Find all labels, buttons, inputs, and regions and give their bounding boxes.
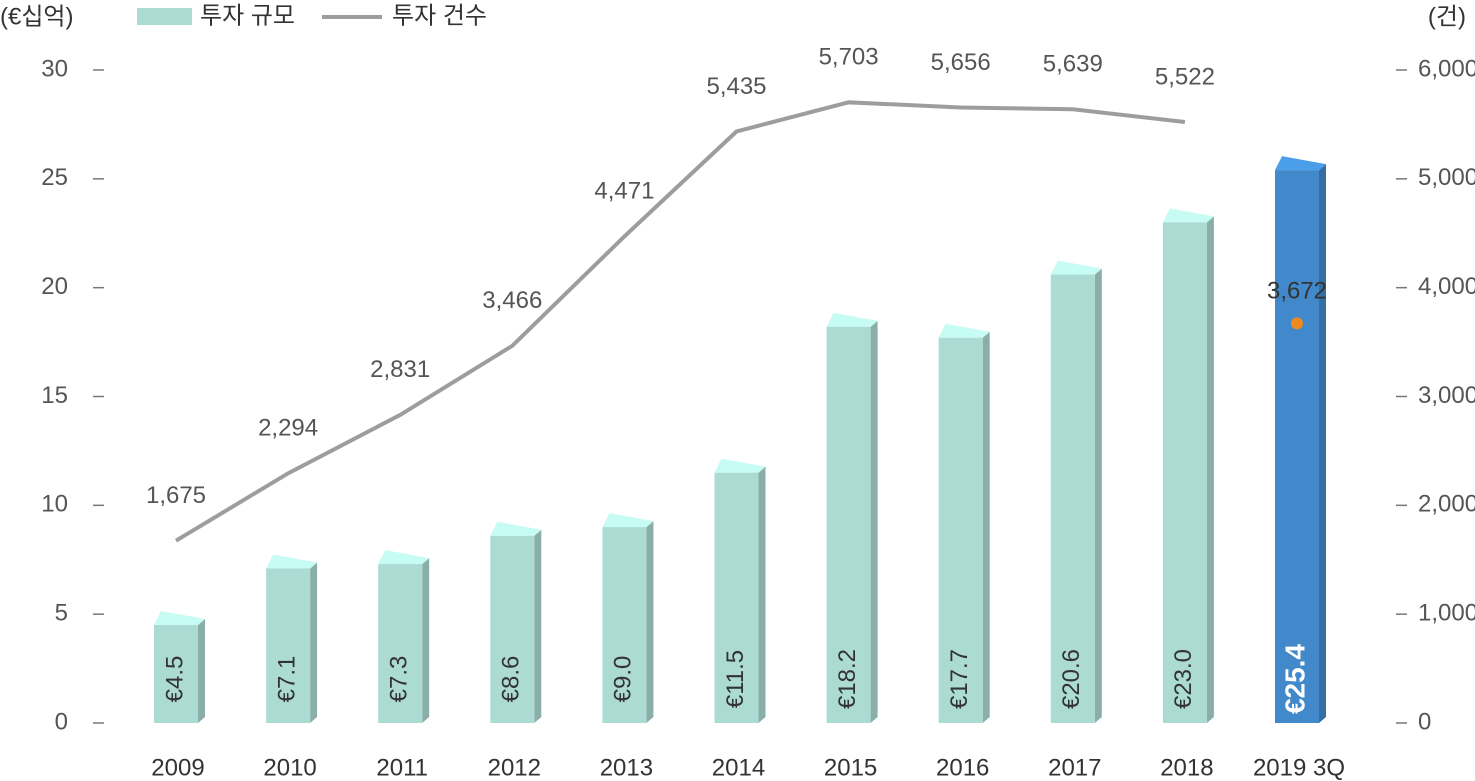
legend-label: 투자 건수 [392,2,487,29]
y2-axis-label: (건) [1428,3,1466,30]
y-tick-label: 20 [41,273,68,300]
line-value-label: 5,435 [706,73,766,100]
bar [714,472,759,723]
bar-side [1206,216,1214,723]
line-value-label: 2,831 [370,356,430,383]
bar [826,326,871,723]
y-tick-label: 10 [41,491,68,518]
bar [490,535,535,723]
bar [266,568,311,723]
bar-top [938,323,990,338]
y2-tick-label: 5,000 [1418,164,1475,191]
bar-value-label: €18.2 [834,649,861,709]
bar-side [1094,268,1102,723]
bar-value-label: €20.6 [1058,649,1085,709]
bar [938,337,983,723]
bar-side [870,320,878,723]
y2-tick-label: 0 [1418,708,1431,735]
bar-side [422,558,430,723]
y-tick-label: 0 [55,708,68,735]
y2-tick-label: 3,000 [1418,382,1475,409]
bar-value-label: €11.5 [722,650,749,708]
y-axis-label: (€십억) [0,3,74,30]
bar-value-label: €8.6 [498,656,525,703]
bar-side [310,562,318,723]
line-value-label: 5,522 [1155,63,1215,90]
bar-top [826,312,878,327]
line [174,100,1186,543]
legend-label: 투자 규모 [200,2,295,29]
bar-top [154,611,205,626]
bar-top [1162,208,1214,223]
bar-side [198,619,205,723]
bar-value-label: €7.1 [273,656,300,703]
bar-side [534,529,542,723]
y-tick-label: 5 [55,600,68,627]
bar-value-label: €4.5 [161,656,188,703]
y2-tick-label: 6,000 [1418,55,1475,82]
legend-swatch [137,8,192,25]
y-tick-label: 15 [41,382,68,409]
bar-side [982,331,990,723]
x-tick-label: 2017 [1048,754,1101,781]
y-tick-label: 25 [41,164,68,191]
x-tick-label: 2009 [151,754,204,781]
x-tick-label: 2013 [600,754,653,781]
x-tick-label: 2014 [712,754,765,781]
y2-tick-label: 4,000 [1418,273,1475,300]
x-tick-label: 2016 [936,754,989,781]
x-tick-label: 2012 [488,754,541,781]
line-value-label: 5,656 [931,49,991,76]
line-value-label: 1,675 [146,482,206,509]
y2-tick-label: 1,000 [1418,600,1475,627]
line-value-label: 4,471 [594,178,654,205]
annotation-label: 3,672 [1267,278,1327,305]
bar [602,527,647,723]
line-value-label: 5,703 [819,44,879,71]
y2-tick-label: 2,000 [1418,491,1475,518]
bar-side [646,521,654,723]
bar-top [378,550,430,565]
line-value-label: 2,294 [258,415,318,442]
line-value-label: 5,639 [1043,51,1103,78]
x-tick-label: 2019 3Q [1253,754,1345,781]
bar-top [1275,156,1326,171]
y-tick-label: 30 [41,55,68,82]
bar [1162,222,1207,723]
bar [1275,170,1319,724]
bar-value-label: €7.3 [386,656,413,703]
bar-top [266,554,318,569]
bar-top [490,521,542,536]
bar-value-label: €9.0 [610,656,637,703]
bar-top [714,458,766,473]
x-tick-label: 2015 [824,754,877,781]
x-tick-label: 2010 [263,754,316,781]
annotation-point [1291,317,1303,330]
bar-top [602,513,654,528]
line-value-label: 3,466 [482,287,542,314]
bar-value-label: €25.4 [1279,644,1310,714]
bar [154,625,198,723]
bar-value-label: €23.0 [1170,649,1197,709]
bar-value-label: €17.7 [946,649,973,709]
x-tick-label: 2018 [1160,754,1213,781]
bar-side [758,466,766,723]
bar-side [1319,164,1326,724]
bar [1050,274,1095,723]
bar-top [1050,260,1102,275]
bar [378,564,423,723]
x-tick-label: 2011 [376,754,428,781]
